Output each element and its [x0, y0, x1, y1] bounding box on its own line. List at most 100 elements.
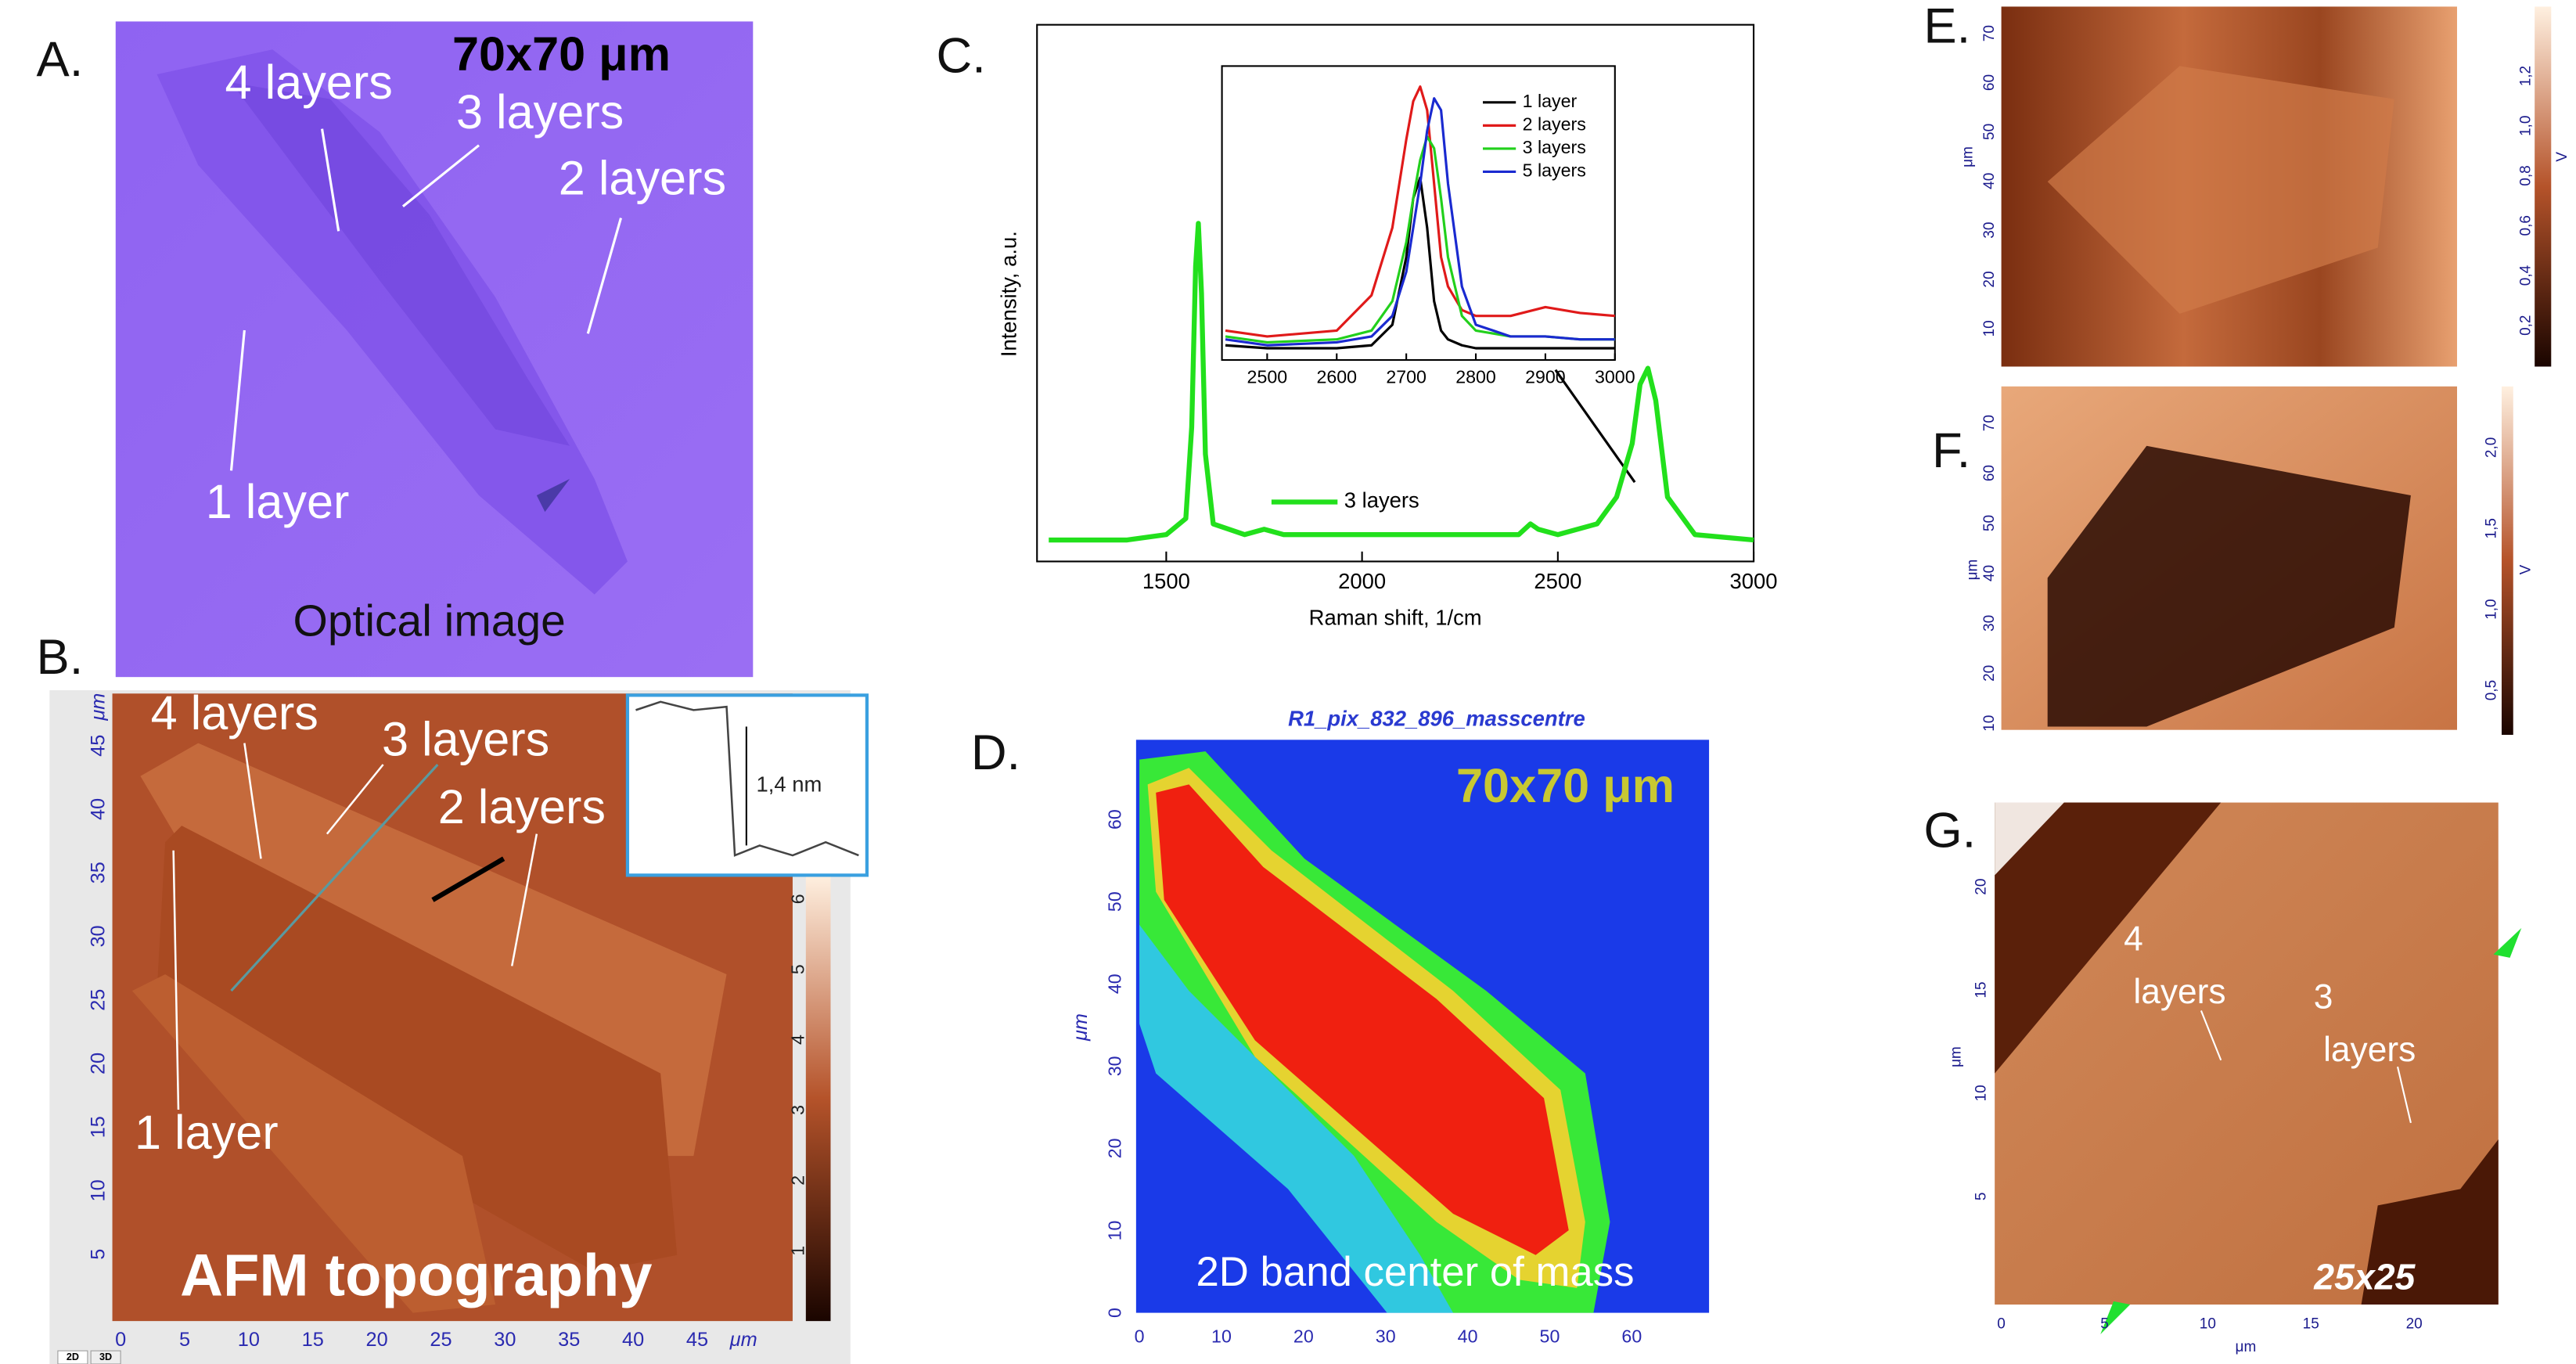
plot-frame — [1036, 23, 1755, 563]
legend-label: 3 layers — [1344, 488, 1419, 513]
panel-label: D. — [971, 725, 1020, 780]
series-line — [1225, 97, 1615, 347]
tick-label: 10 — [2200, 1315, 2216, 1332]
tick-label: 10 — [1211, 1326, 1232, 1346]
axis-unit: μm — [1959, 146, 1976, 167]
x-tick-label: 2000 — [1338, 569, 1386, 593]
layer-label: 4 layers — [225, 56, 393, 109]
tick-label: 50 — [1981, 124, 1998, 140]
colorbar-unit: V — [2518, 564, 2535, 574]
layer-label: layers — [2323, 1031, 2416, 1069]
caption: 2D band center of mass — [1196, 1249, 1634, 1295]
tick-label: 0,5 — [2483, 680, 2499, 700]
scale-label: 70x70 μm — [1456, 759, 1675, 812]
tick-label: 0 — [1997, 1315, 2006, 1332]
tick-label: 10 — [1981, 715, 1998, 732]
tick-label: 0 — [1135, 1326, 1145, 1346]
tick-label: 0,2 — [2518, 315, 2535, 336]
axis-unit: μm — [2236, 1339, 2257, 1355]
optical-image — [115, 21, 754, 678]
layer-label: 4 layers — [151, 686, 318, 740]
tick-label: 20 — [1293, 1326, 1314, 1346]
tick-label: 15 — [1973, 981, 1989, 998]
tick-label: 1,2 — [2518, 66, 2535, 86]
layer-label: 2 layers — [559, 151, 726, 204]
tick-label: 25 — [430, 1329, 452, 1351]
legend-label: 2 layers — [1523, 113, 1586, 134]
tick-label: 60 — [1981, 465, 1998, 481]
tick-label: 2,0 — [2483, 437, 2499, 458]
tick-label: 70 — [1981, 415, 1998, 431]
tick-label: 40 — [622, 1329, 644, 1351]
tick-label: 20 — [366, 1329, 388, 1351]
x-tick-label: 1500 — [1142, 569, 1190, 593]
tick-label: 70 — [1981, 25, 1998, 41]
tick-label: 20 — [1981, 665, 1998, 682]
tick-label: 20 — [1105, 1139, 1125, 1159]
axis-unit: μm — [1070, 1013, 1092, 1042]
panel-label: A. — [36, 32, 83, 87]
tick-label: 30 — [494, 1329, 516, 1351]
layer-label: 3 layers — [382, 713, 549, 766]
tick-label: 4 — [788, 1035, 808, 1045]
tick-label: 60 — [1105, 809, 1125, 830]
tick-label: 35 — [87, 862, 109, 884]
tick-label: 30 — [1981, 222, 1998, 239]
afm-image-g — [1995, 802, 2522, 1335]
tick-label: 6 — [788, 894, 808, 904]
series-line — [1225, 176, 1615, 350]
tick-label: 10 — [1973, 1085, 1989, 1101]
x-tick-label: 2600 — [1316, 366, 1357, 387]
afm-image — [49, 690, 869, 1364]
panel-label: G. — [1923, 803, 1976, 858]
tick-label: 10 — [1105, 1221, 1125, 1241]
tick-label: 3 — [788, 1105, 808, 1115]
layer-label: layers — [2133, 973, 2225, 1011]
tick-label: 5 — [179, 1329, 190, 1351]
panel-label: E. — [1923, 0, 1970, 54]
tick-label: 50 — [1540, 1326, 1560, 1346]
scale-label: 25x25 — [2313, 1257, 2416, 1297]
tick-label: 40 — [87, 798, 109, 820]
legend-label: 1 layer — [1523, 91, 1578, 111]
tick-label: 35 — [558, 1329, 580, 1351]
tick-label: 15 — [87, 1116, 109, 1138]
axis-unit: μm — [1965, 560, 1981, 581]
tick-label: 45 — [87, 735, 109, 757]
x-tick-label: 3000 — [1595, 366, 1635, 387]
tick-label: 25 — [87, 989, 109, 1011]
tick-label: 15 — [2303, 1315, 2319, 1332]
series-line — [1049, 221, 1754, 543]
layer-label: 4 — [2124, 920, 2143, 958]
tick-label: 20 — [1973, 879, 1989, 895]
tick-label: 10 — [238, 1329, 260, 1351]
legend-label: 3 layers — [1523, 137, 1586, 157]
layer-label: 1 layer — [135, 1106, 279, 1159]
tick-label: 5 — [1973, 1193, 1989, 1201]
tab[interactable]: 3D — [99, 1351, 112, 1362]
axis-unit: μm — [729, 1329, 757, 1351]
tick-label: 1 — [788, 1246, 808, 1256]
tick-label: 1,0 — [2483, 599, 2499, 619]
layer-label: 2 layers — [438, 780, 606, 833]
caption: AFM topography — [180, 1242, 652, 1308]
tick-label: 60 — [1981, 74, 1998, 91]
x-tick-label: 2500 — [1247, 366, 1288, 387]
tab[interactable]: 2D — [67, 1351, 79, 1362]
series-line — [1225, 85, 1615, 338]
tick-label: 10 — [87, 1179, 109, 1201]
inset-frame — [1221, 65, 1616, 362]
tick-label: 15 — [302, 1329, 324, 1351]
tick-label: 40 — [1981, 565, 1998, 581]
tick-label: 40 — [1458, 1326, 1478, 1346]
tick-label: 0 — [115, 1329, 126, 1351]
x-tick-label: 2800 — [1455, 366, 1496, 387]
tick-label: 5 — [87, 1249, 109, 1260]
x-tick-label: 2700 — [1386, 366, 1427, 387]
panel-label: F. — [1932, 423, 1970, 478]
tick-label: 50 — [1105, 891, 1125, 912]
tick-label: 5 — [2100, 1315, 2109, 1332]
map-title: R1_pix_832_896_masscentre — [1288, 706, 1585, 730]
